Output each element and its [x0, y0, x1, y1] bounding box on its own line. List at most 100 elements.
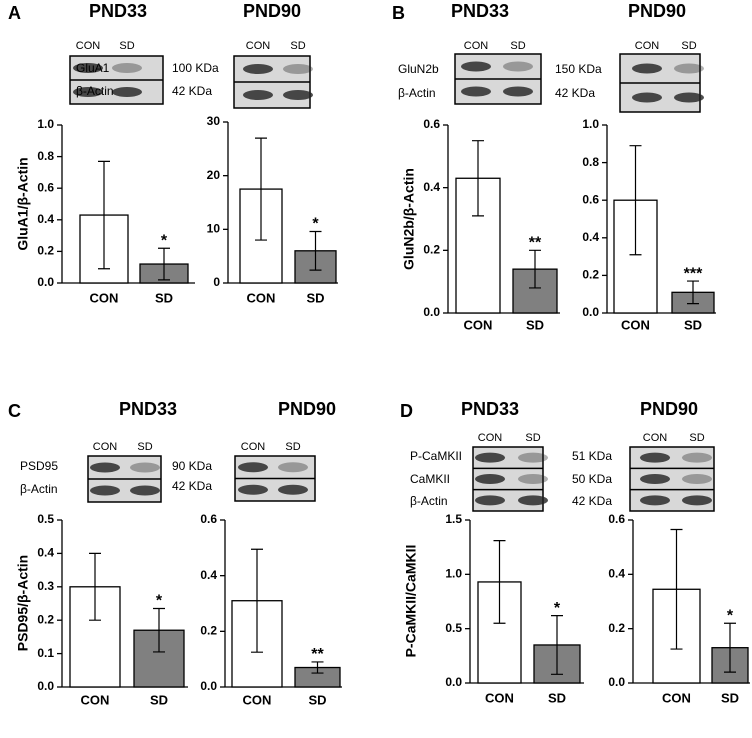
significance-mark: *: [156, 593, 163, 610]
y-tick-label: 0.4: [37, 212, 54, 226]
chart-title: PND33: [119, 399, 177, 419]
blot-band: [278, 462, 308, 473]
y-tick-label: 0.0: [445, 675, 462, 689]
lane-label: SD: [119, 40, 134, 52]
y-tick-label: 0.6: [608, 512, 625, 526]
blot-band: [682, 452, 712, 463]
protein-label: GluN2b: [398, 62, 439, 76]
error-bar: [472, 140, 484, 217]
blot-band: [90, 462, 120, 473]
y-tick-label: 0.8: [582, 155, 599, 169]
lane-label: CON: [241, 441, 266, 453]
blot-band: [278, 484, 308, 495]
y-tick-label: 1.0: [582, 117, 599, 131]
error-bar: [158, 247, 170, 281]
size-label: 42 KDa: [172, 84, 212, 98]
blot-band: [475, 474, 505, 484]
y-tick-label: 30: [207, 114, 221, 128]
error-bar: [670, 528, 683, 650]
blot-band: [518, 495, 548, 506]
y-tick-label: 1.0: [445, 567, 462, 581]
y-tick-label: 0.6: [200, 512, 217, 526]
x-tick-label: SD: [526, 317, 544, 332]
y-tick-label: 0.4: [423, 180, 440, 194]
protein-label: β-Actin: [20, 482, 58, 496]
chart-title: PND90: [628, 1, 686, 21]
x-tick-label: CON: [485, 690, 514, 705]
y-tick-label: 1.0: [37, 117, 54, 131]
protein-label: CaMKII: [410, 472, 450, 486]
blot-band: [503, 86, 533, 97]
significance-mark: *: [312, 216, 319, 233]
significance-mark: *: [727, 607, 734, 624]
y-tick-label: 0.2: [423, 243, 440, 257]
blot-band: [283, 64, 313, 74]
y-tick-label: 0.4: [608, 567, 625, 581]
y-tick-label: 0.0: [37, 679, 54, 693]
y-tick-label: 0.2: [37, 244, 54, 258]
blot-band: [73, 63, 103, 73]
blot-band: [238, 484, 268, 495]
y-tick-label: 0.4: [582, 230, 599, 244]
blot-band: [112, 63, 142, 73]
y-tick-label: 0.2: [37, 612, 54, 626]
x-tick-label: SD: [684, 317, 702, 332]
lane-label: SD: [285, 441, 300, 453]
x-tick-label: SD: [308, 692, 326, 707]
x-tick-label: SD: [548, 690, 566, 705]
blot-band: [243, 90, 273, 100]
y-tick-label: 0.4: [37, 546, 54, 560]
y-tick-label: 0.6: [582, 192, 599, 206]
error-bar: [251, 548, 263, 653]
significance-mark: *: [161, 232, 168, 249]
error-bar: [311, 661, 324, 674]
x-tick-label: CON: [247, 290, 276, 305]
error-bar: [551, 615, 563, 675]
lane-label: CON: [464, 40, 489, 52]
blot-band: [243, 64, 273, 74]
lane-label: SD: [290, 40, 305, 52]
blot-band: [674, 92, 704, 103]
blot-band: [130, 485, 160, 496]
panel-letter: A: [8, 3, 21, 23]
y-tick-label: 0.2: [200, 624, 217, 638]
error-bar: [629, 145, 642, 256]
x-tick-label: SD: [721, 690, 739, 705]
x-tick-label: CON: [662, 690, 691, 705]
lane-label: SD: [510, 40, 525, 52]
protein-label: GluA1: [76, 61, 110, 75]
blot-band: [475, 452, 505, 463]
chart-title: PND90: [278, 399, 336, 419]
x-tick-label: CON: [81, 692, 110, 707]
y-tick-label: 0.0: [37, 275, 54, 289]
blot-band: [518, 474, 548, 484]
y-tick-label: 0.5: [37, 512, 54, 526]
error-bar: [309, 230, 322, 271]
lane-label: CON: [246, 40, 271, 52]
blot-band: [461, 86, 491, 97]
y-axis-label: PSD95/β-Actin: [15, 555, 31, 651]
blot-band: [503, 61, 533, 72]
size-label: 42 KDa: [555, 86, 595, 100]
size-label: 42 KDa: [572, 494, 612, 508]
blot-band: [283, 90, 313, 100]
x-tick-label: SD: [306, 290, 324, 305]
blot-band: [674, 63, 704, 74]
x-tick-label: CON: [464, 317, 493, 332]
error-bar: [255, 137, 267, 241]
chart-title: PND33: [89, 1, 147, 21]
lane-label: CON: [93, 441, 118, 453]
error-bar: [98, 160, 110, 270]
lane-label: CON: [478, 432, 503, 444]
chart-title: PND90: [243, 1, 301, 21]
y-axis-label: GluN2b/β-Actin: [401, 168, 417, 270]
error-bar: [153, 607, 165, 653]
blot-band: [518, 452, 548, 463]
chart-title: PND90: [640, 399, 698, 419]
y-tick-label: 0.8: [37, 149, 54, 163]
lane-label: SD: [525, 432, 540, 444]
y-tick-label: 0.4: [200, 568, 217, 582]
size-label: 51 KDa: [572, 449, 612, 463]
y-tick-label: 0.5: [445, 621, 462, 635]
